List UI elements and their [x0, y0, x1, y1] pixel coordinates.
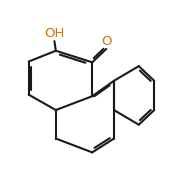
- Text: OH: OH: [44, 27, 65, 40]
- Text: O: O: [102, 35, 112, 48]
